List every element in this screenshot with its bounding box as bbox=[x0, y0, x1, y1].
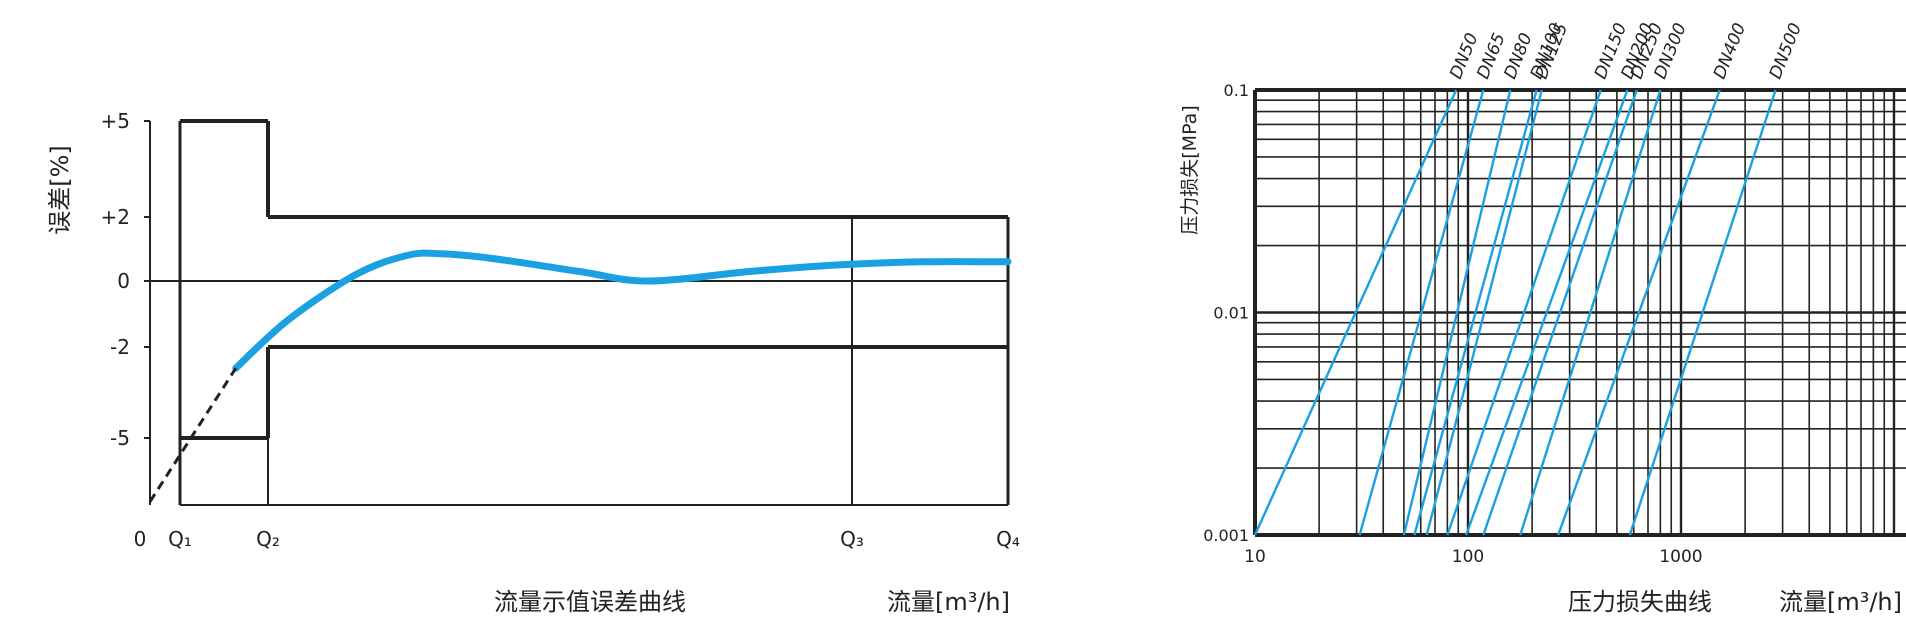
x-tick-label-3: 1000 bbox=[1659, 547, 1702, 567]
series-line-dn80 bbox=[1402, 89, 1512, 536]
y-axis-label: 压力损失[MPa] bbox=[1179, 105, 1201, 234]
error-limit-frame bbox=[149, 119, 1010, 506]
x-tick-label-5: Q₄ bbox=[996, 527, 1020, 551]
x-tick-labels: 0 Q₁ Q₂ Q₃ Q₄ bbox=[134, 527, 1020, 551]
series-line-dn125 bbox=[1425, 89, 1543, 536]
x-tick-label-2: Q₁ bbox=[168, 527, 192, 551]
series-line-dn150 bbox=[1446, 89, 1602, 536]
chart-caption: 流量示值误差曲线 bbox=[494, 588, 686, 616]
error-curve-chart: +5 +2 0 -2 -5 0 Q₁ Q₂ Q₃ Q₄ 误差[%] 流量示值误差曲线 流量[m³… bbox=[46, 109, 1020, 616]
y-tick-label-5: -5 bbox=[110, 426, 130, 450]
series-line-dn250 bbox=[1482, 89, 1638, 536]
x-axis-label: 流量[m³/h] bbox=[887, 588, 1010, 616]
series-line-dn65 bbox=[1358, 89, 1485, 536]
x-tick-label-1: 0 bbox=[134, 527, 147, 551]
y-tick-label-3: 0.001 bbox=[1203, 526, 1249, 545]
y-tick-labels: +5 +2 0 -2 -5 bbox=[101, 109, 150, 450]
x-tick-label-2: 100 bbox=[1452, 547, 1484, 567]
y-tick-label-1: 0.1 bbox=[1224, 81, 1249, 100]
error-curve bbox=[148, 249, 1012, 503]
y-tick-label-2: 0.01 bbox=[1213, 304, 1249, 323]
series-line-dn50 bbox=[1253, 89, 1458, 536]
series-label-dn500: DN500 bbox=[1766, 20, 1806, 82]
series-line-dn200 bbox=[1465, 89, 1629, 536]
y-axis-label: 误差[%] bbox=[46, 145, 74, 235]
series-line-dn400 bbox=[1557, 89, 1721, 536]
x-tick-labels: 10 100 1000 bbox=[1244, 547, 1702, 567]
series-line-dn300 bbox=[1519, 89, 1662, 536]
x-tick-label-4: Q₃ bbox=[840, 527, 864, 551]
error-curve-line bbox=[232, 249, 1012, 372]
y-tick-label-2: +2 bbox=[101, 205, 130, 229]
y-tick-label-4: -2 bbox=[110, 335, 130, 359]
x-axis-label: 流量[m³/h] bbox=[1779, 588, 1902, 616]
series-label-dn400: DN400 bbox=[1710, 20, 1750, 82]
extrapolation-line bbox=[148, 367, 238, 503]
series-line-dn100 bbox=[1413, 89, 1538, 536]
chart-caption: 压力损失曲线 bbox=[1568, 588, 1712, 616]
y-tick-label-1: +5 bbox=[101, 109, 130, 133]
x-tick-label-1: 10 bbox=[1244, 547, 1266, 567]
y-tick-label-3: 0 bbox=[117, 269, 130, 293]
x-tick-label-3: Q₂ bbox=[256, 527, 280, 551]
pressure-loss-lines bbox=[1253, 89, 1777, 536]
y-tick-labels: 0.1 0.01 0.001 bbox=[1203, 81, 1249, 545]
series-line-dn500 bbox=[1628, 89, 1777, 536]
log-grid bbox=[1253, 88, 1906, 537]
